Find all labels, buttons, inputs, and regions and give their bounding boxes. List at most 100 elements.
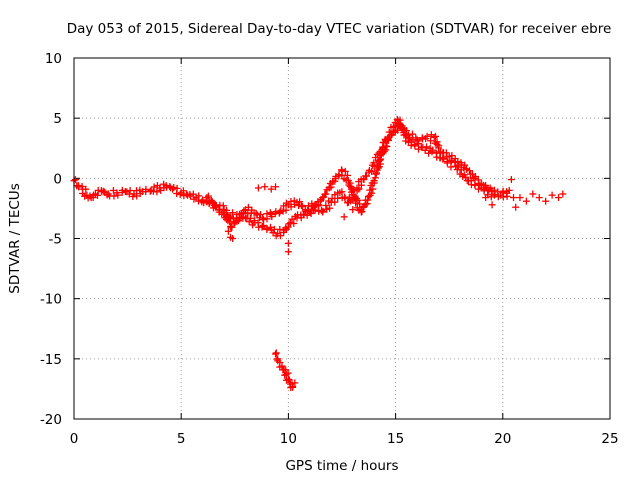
data-points [70, 115, 567, 392]
y-tick-label: -10 [40, 292, 62, 308]
data-point [245, 218, 253, 226]
data-point [207, 196, 215, 204]
x-tick-label: 5 [177, 431, 186, 447]
data-point [259, 221, 267, 229]
data-point [229, 209, 237, 217]
data-point [341, 167, 349, 175]
data-point [71, 176, 79, 184]
data-point [284, 369, 292, 377]
data-point [276, 208, 284, 216]
data-point [219, 202, 227, 210]
data-point [284, 223, 292, 231]
data-point [499, 189, 507, 197]
data-point [432, 149, 440, 157]
data-point [335, 172, 343, 180]
data-point [375, 157, 383, 165]
data-point [535, 194, 543, 202]
data-point [396, 121, 404, 129]
data-point [427, 137, 435, 145]
x-axis-label: GPS time / hours [285, 458, 398, 474]
data-point [457, 166, 465, 174]
y-tick-label: -5 [49, 232, 62, 248]
data-point [269, 229, 277, 237]
data-point [467, 176, 475, 184]
data-point [317, 197, 325, 205]
data-point [529, 190, 537, 198]
y-tick-label: -15 [40, 352, 62, 368]
data-point [230, 219, 238, 227]
data-point [89, 194, 97, 202]
data-point [418, 134, 426, 142]
data-point [408, 130, 416, 138]
data-point [220, 210, 228, 218]
data-point [367, 189, 375, 197]
data-point [505, 186, 513, 194]
data-point [272, 350, 280, 358]
data-point [150, 183, 158, 191]
data-point [338, 188, 346, 196]
data-point [512, 203, 520, 211]
data-point [510, 194, 518, 202]
data-point [252, 209, 260, 217]
data-point [507, 176, 515, 184]
data-point [442, 149, 450, 157]
x-tick-label: 20 [494, 431, 511, 447]
data-point [259, 214, 267, 222]
data-point [176, 190, 184, 198]
data-point [311, 206, 319, 214]
data-point [296, 198, 304, 206]
data-point [398, 125, 406, 133]
data-point [394, 126, 402, 134]
data-point [276, 232, 284, 240]
data-point [267, 185, 275, 193]
data-point [260, 216, 268, 224]
data-point [126, 187, 134, 195]
data-point [369, 185, 377, 193]
data-point [542, 197, 550, 205]
data-point [94, 191, 102, 199]
data-point [254, 219, 262, 227]
data-point [407, 138, 415, 146]
data-point [364, 196, 372, 204]
data-point [413, 136, 421, 144]
data-point [268, 213, 276, 221]
data-point [372, 169, 380, 177]
data-point [354, 196, 362, 204]
data-point [326, 204, 334, 212]
data-point [559, 190, 567, 198]
data-point [195, 192, 203, 200]
plot-frame [73, 57, 611, 420]
chart-title: Day 053 of 2015, Sidereal Day-to-day VTE… [67, 21, 612, 37]
data-point [318, 206, 326, 214]
data-point [284, 248, 292, 256]
data-point [355, 185, 363, 193]
y-tick-label: 5 [53, 111, 62, 127]
data-point [451, 158, 459, 166]
x-tick-label: 0 [70, 431, 79, 447]
data-point [169, 185, 177, 193]
data-point [272, 183, 280, 191]
data-point [461, 161, 469, 169]
data-point [322, 201, 330, 209]
data-point [287, 203, 295, 211]
data-point [82, 185, 90, 193]
data-point [257, 211, 265, 219]
data-point [443, 159, 451, 167]
data-point [363, 172, 371, 180]
data-point [482, 194, 490, 202]
data-point [291, 379, 299, 387]
data-point [327, 183, 335, 191]
data-point [490, 191, 498, 199]
data-point [435, 142, 443, 150]
data-point [203, 194, 211, 202]
data-point [297, 201, 305, 209]
data-point [227, 222, 235, 230]
data-point [263, 215, 271, 223]
data-point [377, 147, 385, 155]
data-point [341, 194, 349, 202]
data-point [351, 192, 359, 200]
data-point [368, 167, 376, 175]
data-point [100, 187, 108, 195]
data-point [358, 207, 366, 215]
